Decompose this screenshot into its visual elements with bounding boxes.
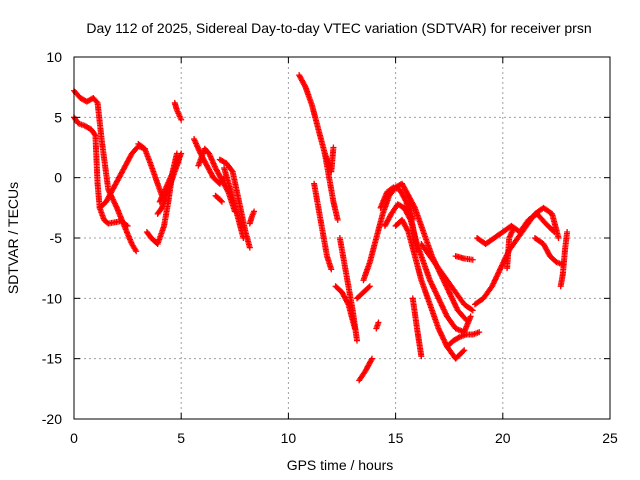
data-point (133, 248, 140, 255)
data-point (91, 131, 98, 138)
data-point (406, 215, 413, 222)
series-arc22 (373, 319, 382, 332)
series-arc31 (452, 253, 476, 263)
data-point (178, 116, 185, 123)
data-point (463, 317, 470, 324)
data-point (404, 227, 411, 234)
chart-title: Day 112 of 2025, Sidereal Day-to-day VTE… (86, 20, 591, 36)
data-point (246, 244, 253, 251)
data-point (462, 315, 469, 322)
x-tick-label: 20 (495, 430, 511, 446)
x-tick-label: 10 (281, 430, 297, 446)
series-arc12 (221, 165, 247, 241)
data-point (468, 306, 475, 313)
data-point (418, 353, 425, 360)
data-point (564, 228, 571, 235)
data-point (411, 203, 418, 210)
data-point (334, 216, 341, 223)
data-point (402, 197, 409, 204)
series-arc36 (504, 225, 517, 272)
data-point (469, 256, 476, 263)
x-tick-label: 25 (602, 430, 618, 446)
data-point (461, 347, 468, 354)
data-point (375, 319, 382, 326)
series-arc16 (311, 180, 335, 273)
axis-ticks (73, 56, 611, 420)
data-point (218, 198, 225, 205)
series-arc7 (156, 150, 185, 205)
data-point (240, 235, 247, 241)
data-point (354, 337, 361, 344)
data-point (365, 284, 372, 291)
data-points (71, 72, 571, 384)
data-point (178, 150, 185, 157)
data-point (369, 355, 376, 362)
data-point (368, 357, 375, 364)
x-axis-label: GPS time / hours (287, 457, 394, 473)
data-point (469, 307, 476, 314)
data-point (467, 313, 474, 320)
series-arc25 (381, 201, 474, 336)
data-point (460, 348, 467, 355)
data-point (124, 222, 131, 229)
y-tick-label: 10 (46, 49, 62, 65)
tick-labels: 0 5 10 15 20 25 -20 -15 -10 -5 0 5 10 (42, 49, 618, 446)
series-arc33 (471, 204, 562, 308)
series-arc28 (418, 241, 476, 314)
data-point (455, 334, 462, 341)
x-tick-label: 15 (388, 430, 404, 446)
series-arc26 (392, 216, 468, 362)
y-tick-label: -10 (42, 290, 62, 306)
y-tick-label: -5 (50, 230, 63, 246)
series-arc15 (296, 72, 341, 223)
x-tick-label: 0 (70, 430, 78, 446)
data-point (351, 325, 358, 332)
data-point (217, 197, 224, 204)
y-tick-label: -15 (42, 351, 62, 367)
data-point (555, 235, 562, 241)
y-tick-label: -20 (42, 411, 62, 427)
series-arc35 (557, 228, 571, 290)
data-point (228, 167, 235, 174)
data-point (510, 225, 517, 232)
data-point (328, 266, 335, 273)
y-axis-label: SDTVAR / TECUs (5, 182, 21, 294)
series-arc8 (171, 99, 185, 123)
data-point (251, 208, 258, 215)
y-tick-label: 5 (54, 109, 62, 125)
data-point (366, 283, 373, 290)
series-arc20 (354, 283, 373, 302)
x-tick-label: 5 (177, 430, 185, 446)
data-point (93, 98, 100, 105)
series-arc29 (409, 295, 425, 360)
series-arc17 (321, 144, 337, 175)
data-point (476, 329, 483, 336)
data-point (301, 82, 308, 89)
data-point (123, 221, 130, 228)
series-arc30 (444, 329, 483, 350)
series-arc11 (216, 156, 253, 251)
y-tick-label: 0 (54, 170, 62, 186)
series-arc14 (246, 208, 258, 227)
series-arc21 (356, 355, 376, 384)
data-point (330, 144, 337, 151)
data-point (344, 300, 351, 307)
series-arc13 (212, 192, 225, 205)
series-arc19 (332, 283, 358, 332)
